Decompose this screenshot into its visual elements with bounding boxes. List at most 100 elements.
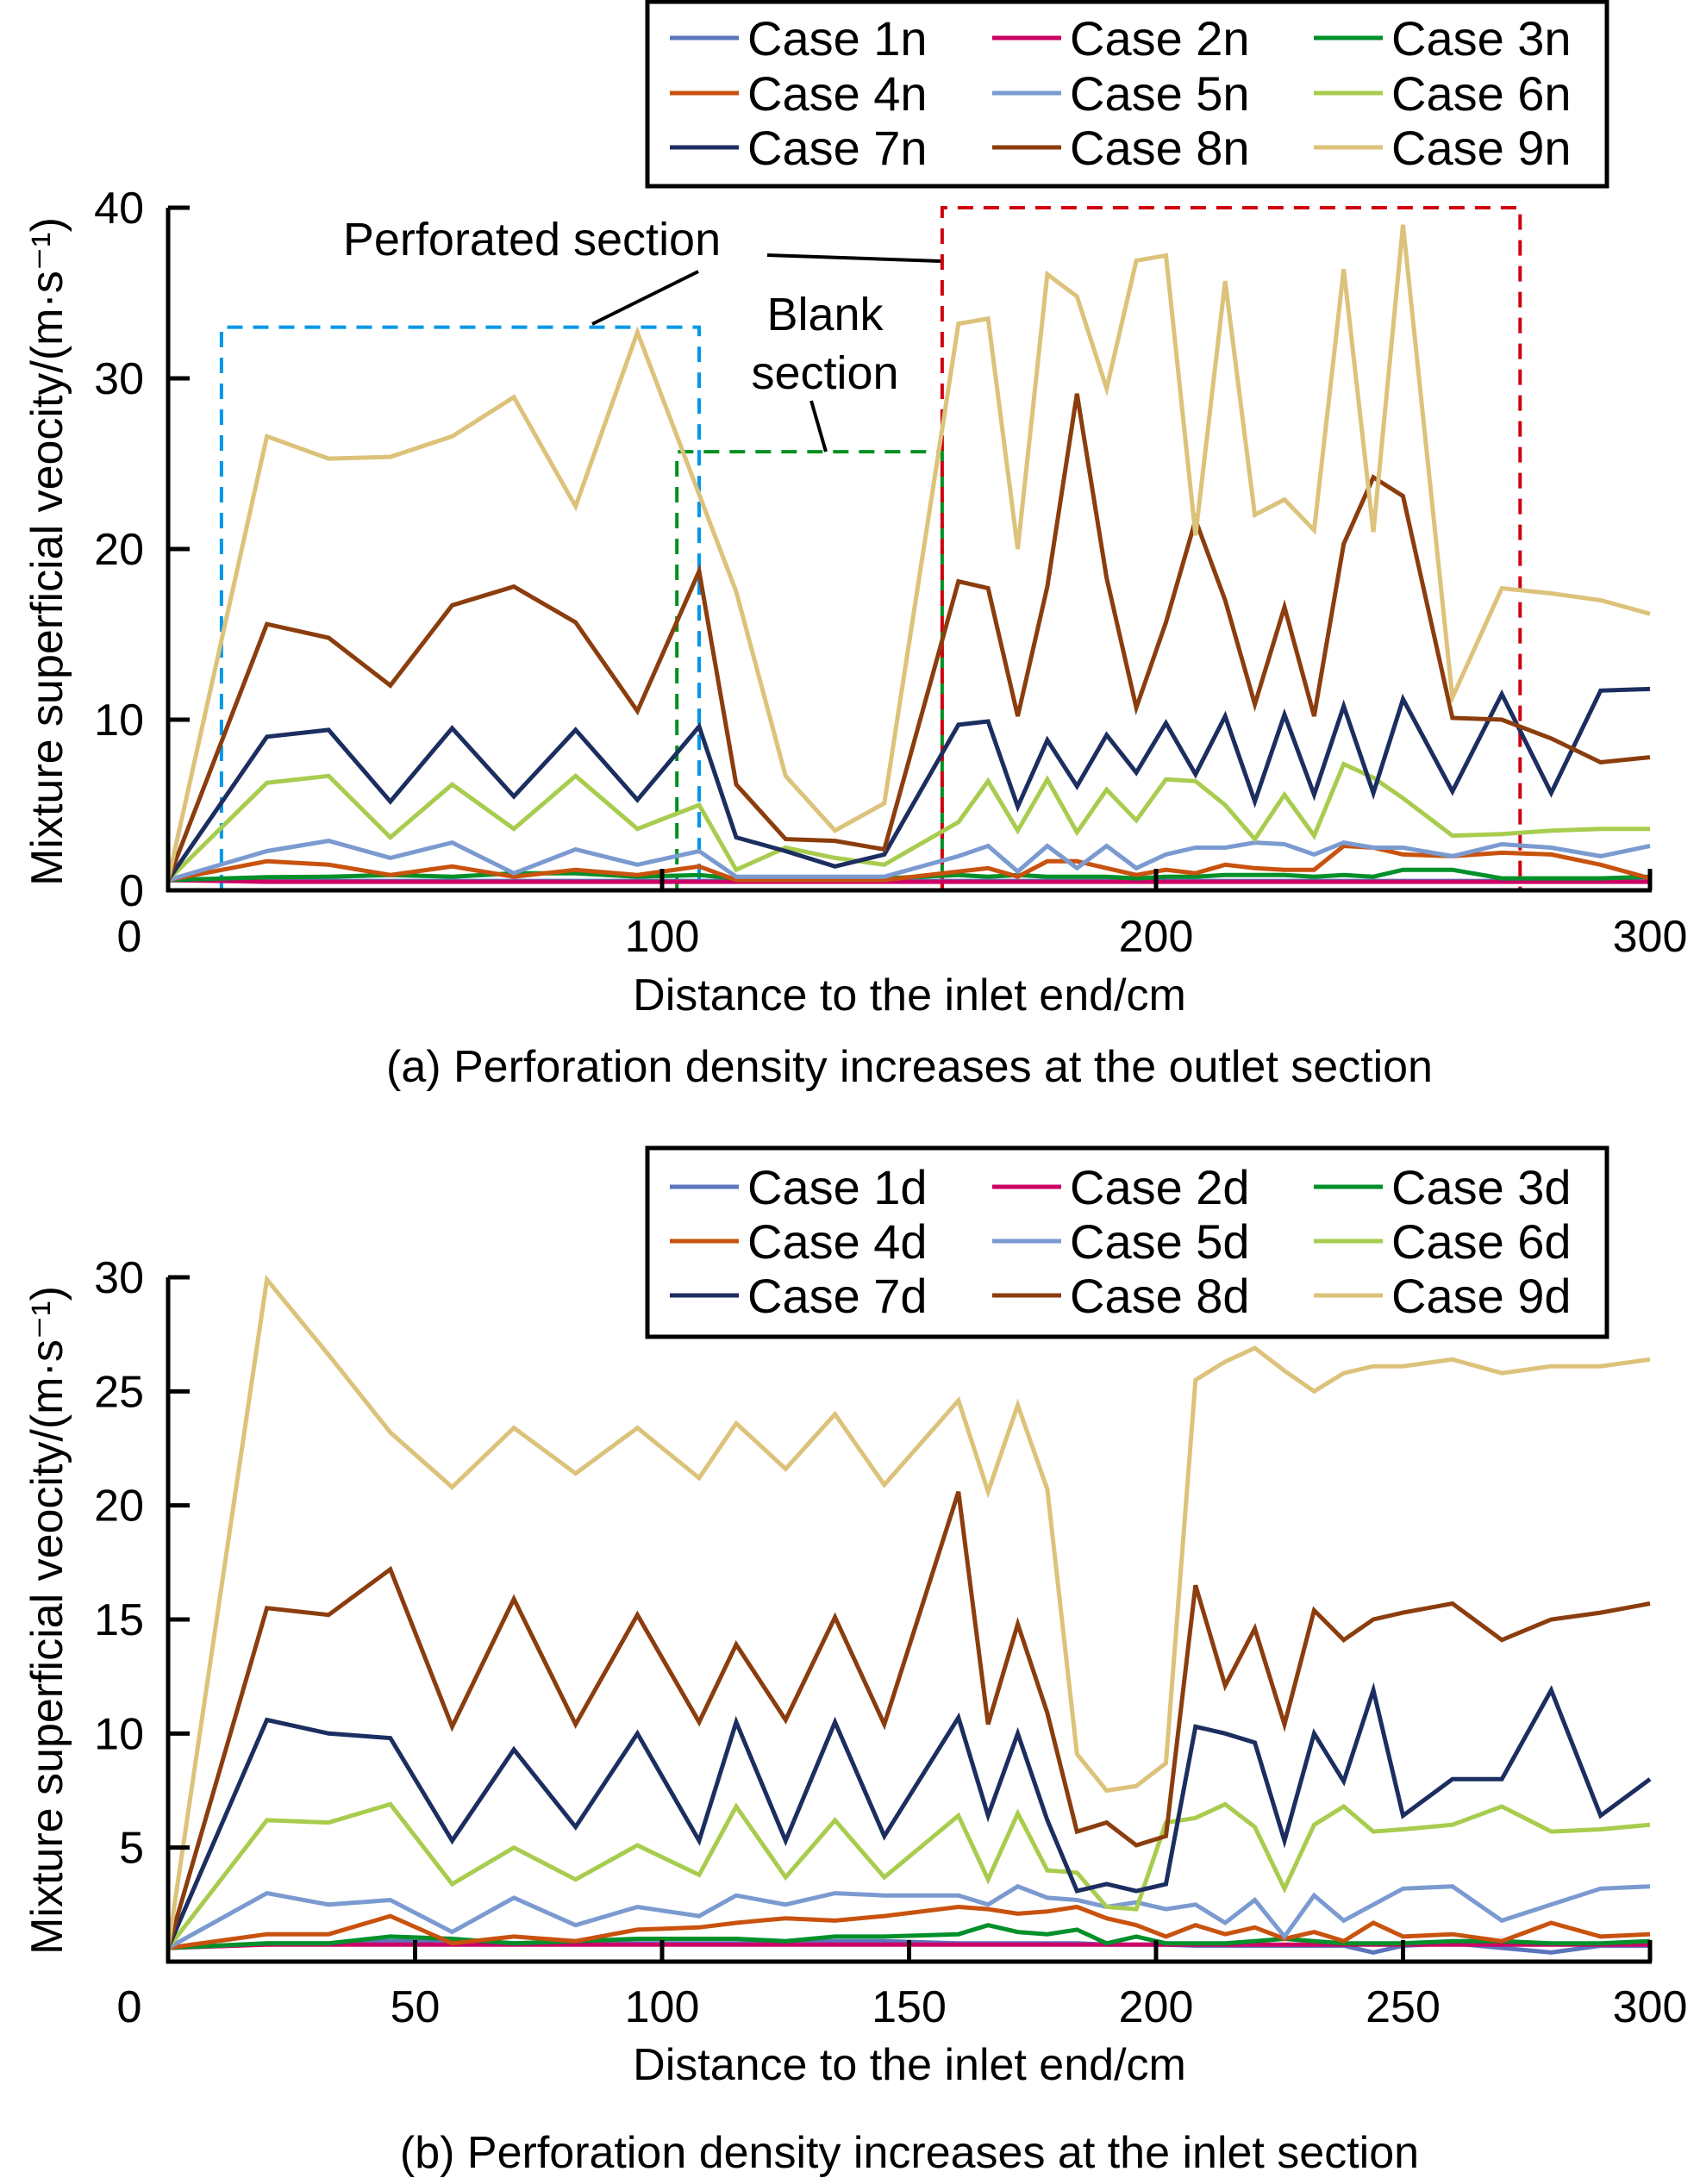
series-lines [166,224,1651,884]
y-tick-label: 0 [119,866,144,916]
series-line-case-5d [166,1883,1651,1950]
legend-item: Case 7n [670,121,928,175]
annotation-blank-line1: Blank [766,289,884,340]
legend-label: Case 3n [1391,11,1572,66]
legend-label: Case 9n [1391,121,1572,175]
legend-item: Case 8n [992,121,1250,175]
series-line-case-7d [166,1682,1652,1950]
legend-item: Case 3d [1314,1160,1572,1214]
legend-item: Case 5d [992,1214,1250,1269]
legend-item: Case 1n [670,11,928,66]
y-tick-label: 30 [94,1253,144,1303]
legend-item: Case 9d [1314,1269,1572,1323]
legend-item: Case 2n [992,11,1250,66]
legend-item: Case 6d [1314,1214,1572,1269]
x-axis-title: Distance to the inlet end/cm [633,2040,1186,2090]
y-tick-label: 20 [94,1482,144,1532]
series-line-case-3d [167,1923,1651,1950]
legend-label: Case 6d [1391,1214,1572,1269]
chart-caption: (b) Perforation density increases at the… [400,2128,1419,2178]
legend-item: Case 3n [1314,11,1572,66]
x-tick-label: 100 [625,1982,700,2032]
legend-item: Case 1d [670,1160,928,1214]
legend-label: Case 4d [747,1214,928,1269]
series-line-case-9d [166,1274,1651,1949]
y-axis-title: Mixture superficial veocity/(m·s⁻¹) [22,1286,72,1955]
legend-label: Case 7n [747,121,928,175]
series-line-case-4d [167,1904,1651,1950]
annotation-box-1 [219,325,701,890]
legend-label: Case 5n [1070,66,1250,121]
series-line-case-8n [166,393,1651,881]
series-line-case-5n [167,839,1651,883]
y-tick-label: 40 [94,184,144,234]
y-tick-label: 25 [94,1367,144,1417]
origin-label: 0 [117,1982,142,2032]
y-tick-label: 10 [94,696,144,746]
y-axis-title: Mixture superficial veocity/(m·s⁻¹) [22,217,72,886]
series-line-case-6n [166,761,1650,882]
annotation-perforated-section: Perforated section [343,214,721,265]
legend-label: Case 1n [747,11,928,66]
legend-item: Case 2d [992,1160,1250,1214]
legend-item: Case 4n [670,66,928,121]
series-line-case-4n [167,843,1651,883]
legend-item: Case 9n [1314,121,1572,175]
leader-line-green [809,400,828,452]
x-tick-label: 50 [391,1982,441,2032]
legend-label: Case 8d [1070,1269,1250,1323]
legend-label: Case 4n [747,66,928,121]
legend-label: Case 7d [747,1269,928,1323]
leader-line-red [766,253,941,263]
legend-label: Case 3d [1391,1160,1572,1214]
y-tick-label: 15 [94,1595,144,1645]
x-tick-label: 200 [1119,1982,1194,2032]
y-tick-label: 20 [94,525,144,575]
legend-label: Case 2n [1070,11,1250,66]
annotation-blank-line2: section [751,347,898,399]
leader-line-blue [591,270,699,326]
x-tick-label: 0 [117,912,142,962]
series-line-case-8d [166,1491,1651,1949]
legend-item: Case 7d [670,1269,928,1323]
annotation-box-2 [675,450,944,890]
series-line-case-2n [167,877,1650,884]
series-line-case-7n [166,686,1651,882]
x-tick-label: 300 [1613,1982,1688,2032]
series-lines [166,1274,1652,1955]
annotation-box-3 [940,206,1522,890]
legend-label: Case 2d [1070,1160,1250,1214]
chart-a: 0 10 20 30 40 0 100 200 300 Case 1n Case 2n Case 3… [22,0,1687,1092]
x-axis-title: Distance to the inlet end/cm [633,970,1186,1020]
series-line-case-9n [166,224,1651,881]
series-line-case-6d [166,1801,1651,1950]
legend-item: Case 5n [992,66,1250,121]
x-tick-label: 300 [1613,912,1688,962]
legend-label: Case 1d [747,1160,928,1214]
legend-item: Case 4d [670,1214,928,1269]
section-annotations [219,206,1522,890]
legend-box [645,1145,1609,1339]
legend-label: Case 6n [1391,66,1572,121]
x-tick-label: 250 [1366,1982,1441,2032]
x-tick-label: 200 [1119,912,1194,962]
legend-item: Case 6n [1314,66,1572,121]
legend-label: Case 9d [1391,1269,1572,1323]
legend-label: Case 5d [1070,1214,1250,1269]
x-tick-label: 150 [872,1982,947,2032]
y-tick-label: 5 [119,1824,144,1874]
y-tick-label: 10 [94,1709,144,1759]
axes: 0 10 20 30 40 0 100 200 300 [94,184,1687,962]
chart-caption: (a) Perforation density increases at the… [386,1042,1433,1092]
legend-item: Case 8d [992,1269,1250,1323]
x-tick-label: 100 [625,912,700,962]
legend-box [645,0,1609,189]
x-tick-label: 0 [117,1982,142,2032]
legend-label: Case 8n [1070,121,1250,175]
y-tick-label: 30 [94,354,144,404]
